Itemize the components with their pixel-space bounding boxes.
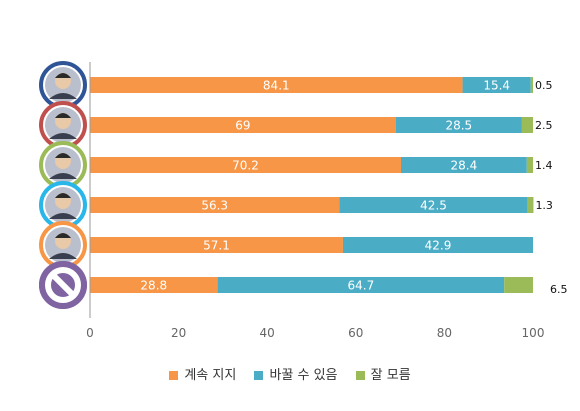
- bars: [90, 77, 534, 293]
- prohibited-icon-ring: [45, 267, 81, 303]
- bar-segment-0: [90, 157, 401, 173]
- bar-segment-2: [504, 277, 533, 293]
- data-label: 64.7: [348, 279, 375, 293]
- data-label: 2.5: [535, 119, 553, 132]
- legend-swatch-2: [355, 371, 365, 380]
- data-label: 28.8: [140, 279, 167, 293]
- avatar-shoulders: [49, 133, 77, 139]
- avatar-column: [39, 61, 87, 309]
- stacked-bar-chart: 84.1 15.4 0.5 69 28.5 2.5 70.2 28.4 1.4 56.3 42.5 1…: [39, 61, 568, 340]
- data-label: 1.4: [535, 159, 553, 172]
- avatar-shoulders: [49, 173, 77, 179]
- bar-segment-0: [90, 197, 340, 213]
- bar-segment-1: [339, 197, 528, 213]
- legend-swatch-0: [169, 371, 179, 380]
- data-label: 42.9: [425, 239, 452, 253]
- legend-item-series-2: 잘 모름: [355, 364, 411, 383]
- bar-segment-2: [521, 117, 533, 133]
- bar-segment-1: [217, 277, 505, 293]
- data-labels: 84.1 15.4 0.5 69 28.5 2.5 70.2 28.4 1.4 56.3 42.5 1…: [140, 79, 567, 297]
- bar-segment-1: [342, 237, 533, 253]
- data-label: 69: [235, 119, 250, 133]
- data-label: 15.4: [483, 79, 510, 93]
- prohibited-icon-slash: [50, 272, 76, 298]
- x-tick-label: 0: [86, 326, 94, 340]
- data-label: 1.3: [535, 199, 553, 212]
- x-tick-label: 40: [260, 326, 275, 340]
- x-tick-label: 100: [522, 326, 545, 340]
- avatar-hair: [55, 73, 71, 78]
- x-tick-label: 20: [171, 326, 186, 340]
- legend-label-2: 잘 모름: [370, 368, 411, 383]
- bar-segment-0: [90, 277, 218, 293]
- bar-segment-0: [90, 237, 343, 253]
- avatar-hair: [55, 153, 71, 158]
- bar-segment-2: [530, 77, 533, 93]
- avatar-hair: [55, 193, 71, 198]
- x-axis-ticks: 0 20 40 60 80 100: [86, 326, 544, 340]
- data-label: 42.5: [420, 199, 447, 213]
- avatar-hair: [55, 233, 71, 238]
- avatar-shoulders: [49, 213, 77, 219]
- legend: 계속 지지 바꿀 수 있음 잘 모름: [0, 364, 580, 383]
- bar-segment-0: [90, 77, 463, 93]
- data-label: 28.5: [445, 119, 472, 133]
- bar-segment-1: [462, 77, 531, 93]
- bar-segment-1: [400, 157, 527, 173]
- data-label: 0.5: [535, 79, 553, 92]
- bar-segment-2: [527, 197, 534, 213]
- data-label: 70.2: [232, 159, 259, 173]
- data-label: 56.3: [201, 199, 228, 213]
- legend-swatch-1: [254, 371, 264, 380]
- data-label: 84.1: [263, 79, 290, 93]
- data-label: 57.1: [203, 239, 230, 253]
- data-label: 28.4: [451, 159, 478, 173]
- legend-item-series-0: 계속 지지: [169, 364, 236, 383]
- bar-segment-0: [90, 117, 396, 133]
- bar-segment-2: [526, 157, 533, 173]
- data-label: 6.5: [550, 283, 568, 296]
- legend-label-0: 계속 지지: [184, 368, 237, 383]
- legend-item-series-1: 바꿀 수 있음: [254, 364, 338, 383]
- x-tick-label: 80: [437, 326, 452, 340]
- avatar-hair: [55, 113, 71, 118]
- legend-label-1: 바꿀 수 있음: [269, 368, 338, 383]
- avatar-shoulders: [49, 93, 77, 99]
- bar-segment-1: [395, 117, 522, 133]
- avatar-shoulders: [49, 253, 77, 259]
- x-tick-label: 60: [348, 326, 363, 340]
